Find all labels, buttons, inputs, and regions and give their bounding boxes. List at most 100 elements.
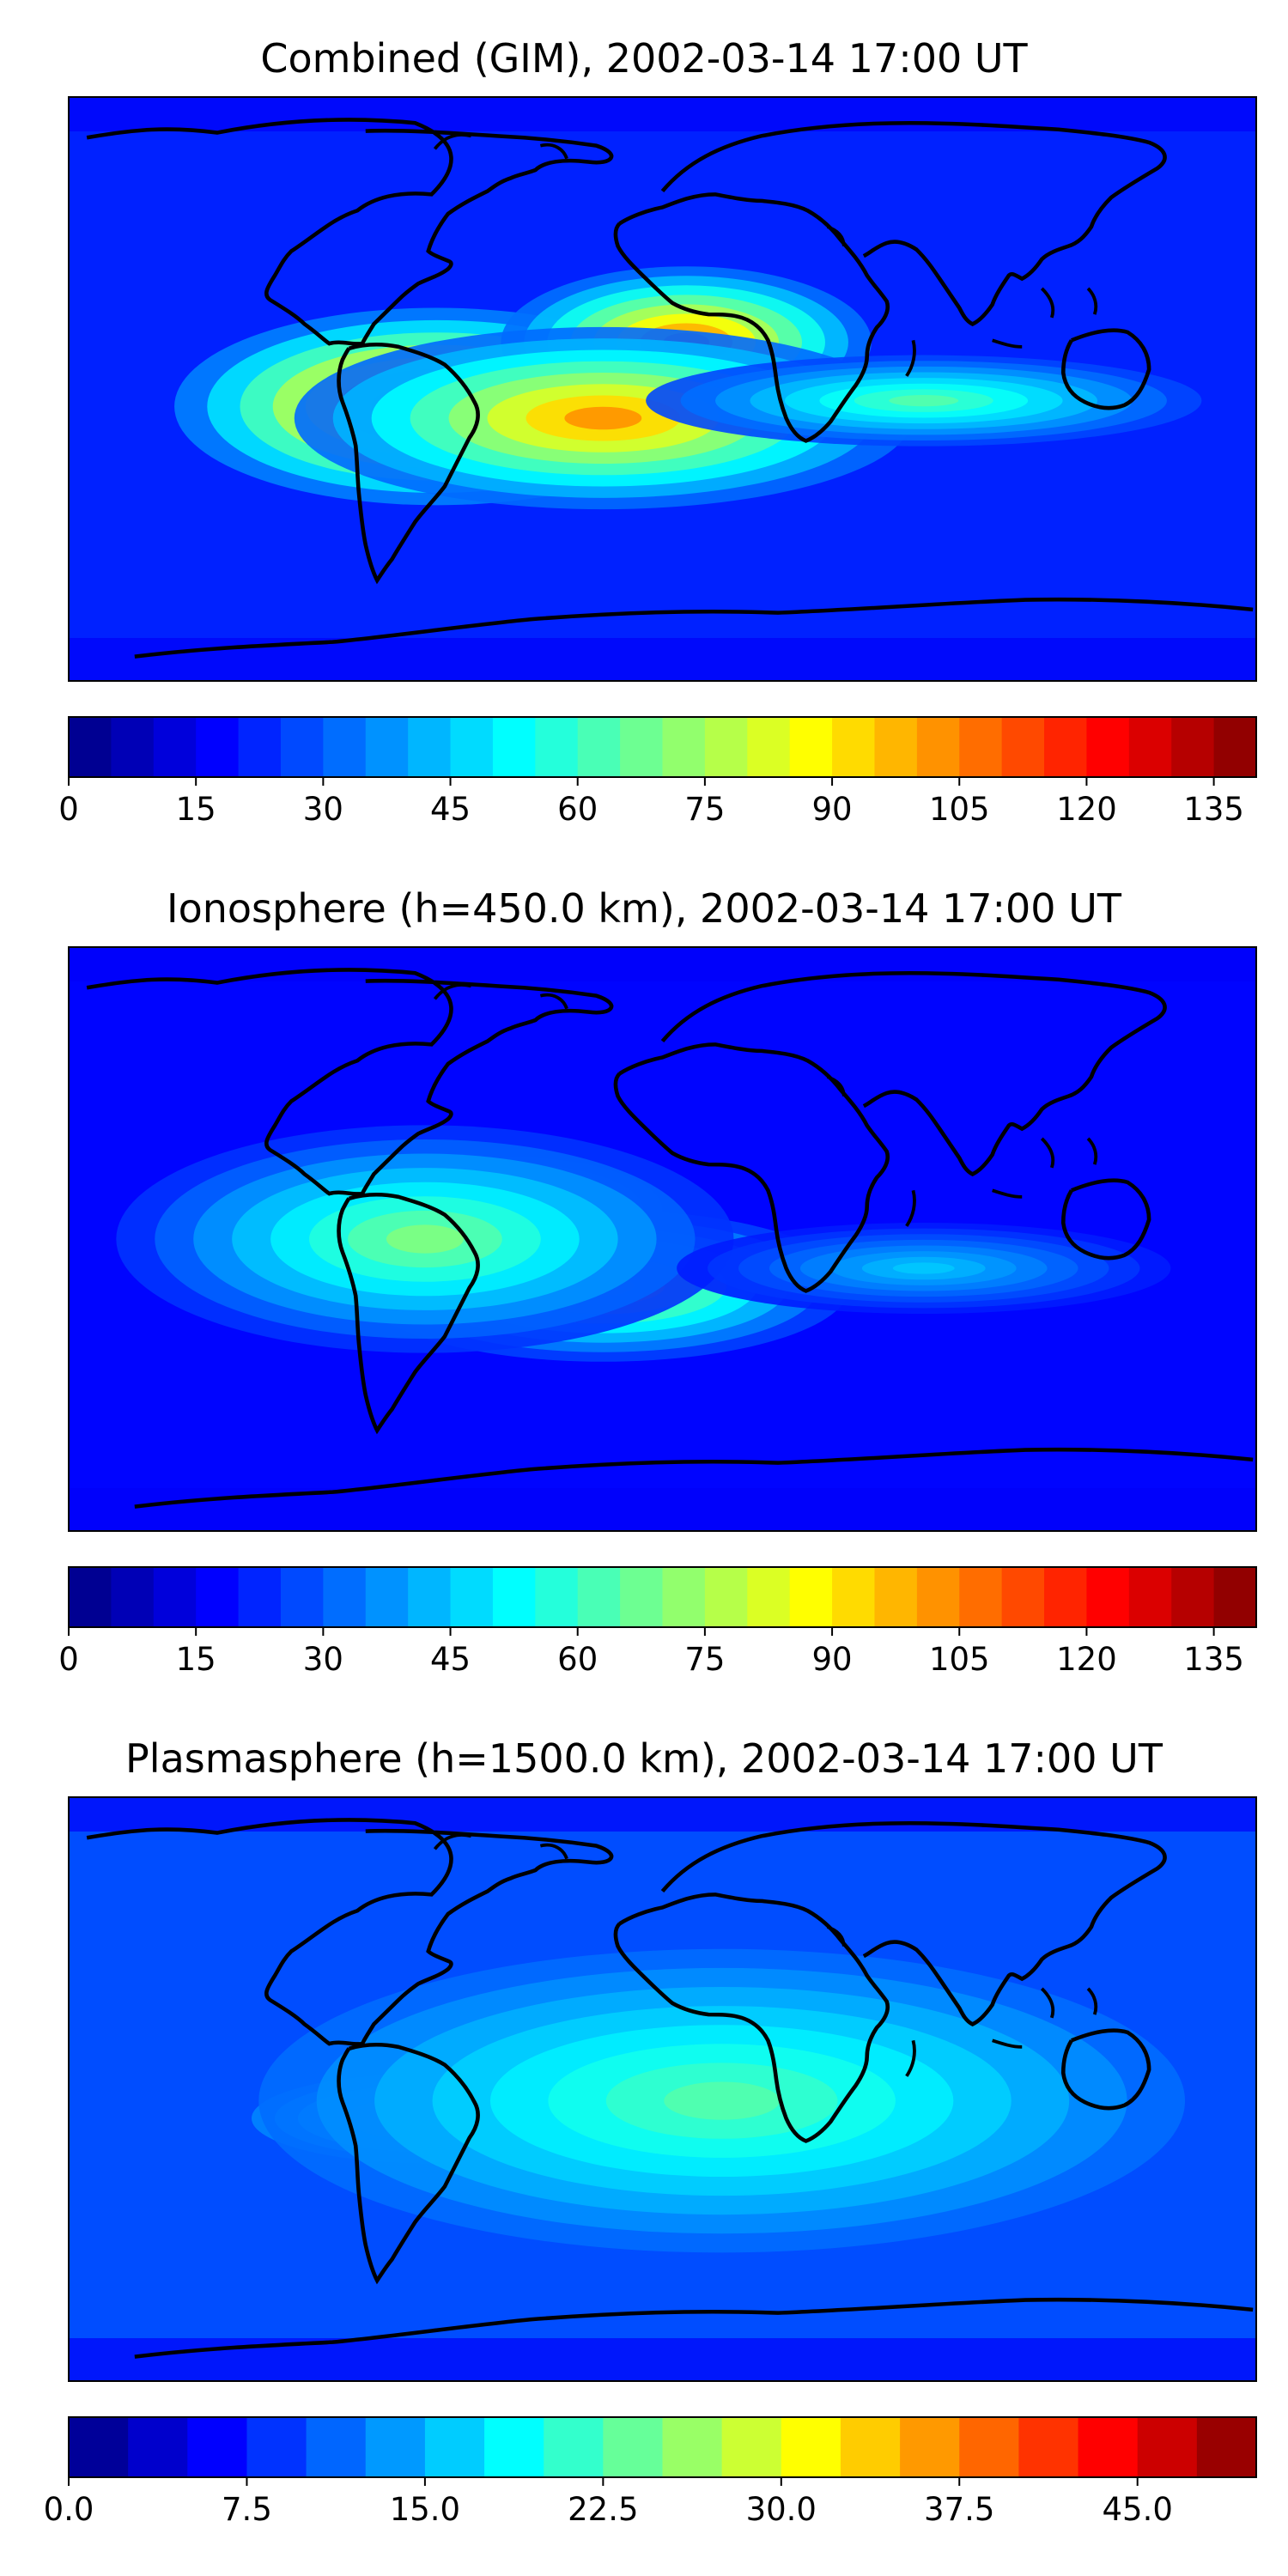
colorbar-segment <box>238 1567 282 1627</box>
colorbar-segment <box>238 717 282 777</box>
colorbar-segment <box>69 1567 112 1627</box>
colorbar-tick-label: 37.5 <box>924 2491 994 2528</box>
colorbar-segment <box>1196 2417 1257 2477</box>
colorbar-segment <box>577 1567 621 1627</box>
colorbar-segment <box>1171 1567 1215 1627</box>
colorbar-tick-label: 75 <box>684 791 725 828</box>
colorbar-tick-label: 120 <box>1056 791 1117 828</box>
colorbar-segment <box>704 717 748 777</box>
colorbar-tick-label: 15 <box>176 1641 216 1678</box>
colorbar-tick-label: 0 <box>58 791 79 828</box>
panel-title: Ionosphere (h=450.0 km), 2002-03-14 17:0… <box>167 885 1122 932</box>
panel-3: Plasmasphere (h=1500.0 km), 2002-03-14 1… <box>44 1735 1257 2528</box>
colorbar-segment <box>323 717 367 777</box>
colorbar-segment <box>1213 1567 1257 1627</box>
colorbar-segment <box>365 717 409 777</box>
colorbar-tick-label: 135 <box>1183 1641 1244 1678</box>
colorbar-segment <box>1128 717 1172 777</box>
polar-band-south <box>69 1488 1256 1531</box>
colorbar-segment <box>1086 1567 1130 1627</box>
colorbar-tick-label: 45 <box>430 791 471 828</box>
map-field <box>69 97 1256 681</box>
colorbar-segment <box>492 717 536 777</box>
colorbar-segment <box>662 1567 706 1627</box>
colorbar-segment <box>128 2417 188 2477</box>
colorbar-segment <box>69 717 112 777</box>
colorbar-segment <box>1086 717 1130 777</box>
field-contour <box>386 1224 464 1254</box>
colorbar-tick-label: 30.0 <box>746 2491 817 2528</box>
colorbar-tick-label: 7.5 <box>222 2491 272 2528</box>
colorbar-segment <box>900 2417 960 2477</box>
map-field <box>69 1797 1256 2381</box>
colorbar-segment <box>832 717 876 777</box>
field-contour <box>564 406 642 430</box>
colorbar-segment <box>1128 1567 1172 1627</box>
colorbar-segment <box>1001 717 1045 777</box>
colorbar-segment <box>577 717 621 777</box>
colorbar-segment <box>662 2417 723 2477</box>
colorbar-segment <box>492 1567 536 1627</box>
colorbar-tick-label: 120 <box>1056 1641 1117 1678</box>
colorbar-segment <box>196 1567 240 1627</box>
colorbar-segment <box>306 2417 367 2477</box>
colorbar-segment <box>544 2417 604 2477</box>
colorbar-tick-label: 30 <box>303 791 343 828</box>
colorbar-segment <box>408 1567 452 1627</box>
colorbar-tick-label: 60 <box>557 791 598 828</box>
colorbar-segment <box>959 2417 1019 2477</box>
colorbar-tick-label: 45.0 <box>1103 2491 1173 2528</box>
colorbar-segment <box>704 1567 748 1627</box>
colorbar-segment <box>280 1567 324 1627</box>
colorbar-frame <box>68 2416 1257 2478</box>
colorbar-segment <box>840 2417 901 2477</box>
colorbar-segment <box>874 717 918 777</box>
panel-2: Ionosphere (h=450.0 km), 2002-03-14 17:0… <box>58 885 1257 1678</box>
colorbar-tick-label: 135 <box>1183 791 1244 828</box>
colorbar-segment <box>365 2417 426 2477</box>
colorbar-segment <box>959 1567 1003 1627</box>
map-frame <box>68 1796 1257 2382</box>
colorbar: 0.0 7.5 15.0 22.5 30.0 37.5 45.0 <box>44 2416 1257 2528</box>
colorbar-segment <box>1044 717 1088 777</box>
map-frame <box>68 96 1257 682</box>
colorbar-segment <box>246 2417 307 2477</box>
colorbar-segment <box>916 717 960 777</box>
polar-band-south <box>69 638 1256 681</box>
colorbar-tick-label: 60 <box>557 1641 598 1678</box>
map-frame <box>68 946 1257 1532</box>
colorbar-segment <box>280 717 324 777</box>
colorbar-segment <box>620 1567 664 1627</box>
colorbar-segment <box>1044 1567 1088 1627</box>
colorbar-segment <box>603 2417 664 2477</box>
colorbar-segment <box>1213 717 1257 777</box>
colorbar-tick-label: 15 <box>176 791 216 828</box>
colorbar-segment <box>789 1567 833 1627</box>
colorbar-segment <box>916 1567 960 1627</box>
colorbar-segment <box>535 1567 579 1627</box>
colorbar-tick-label: 22.5 <box>568 2491 638 2528</box>
colorbar-segment <box>187 2417 248 2477</box>
colorbar-segment <box>1078 2417 1139 2477</box>
colorbar-segment <box>535 717 579 777</box>
colorbar-tick-label: 105 <box>929 791 990 828</box>
colorbar-tick-label: 105 <box>929 1641 990 1678</box>
panel-title: Plasmasphere (h=1500.0 km), 2002-03-14 1… <box>125 1735 1163 1782</box>
colorbar-tick-label: 75 <box>684 1641 725 1678</box>
colorbar-segment <box>196 717 240 777</box>
colorbar-segment <box>111 717 155 777</box>
map-field <box>69 947 1256 1531</box>
colorbar-segment <box>1001 1567 1045 1627</box>
colorbar-segment <box>153 717 197 777</box>
colorbar-tick-label: 15.0 <box>390 2491 460 2528</box>
colorbar-tick-label: 30 <box>303 1641 343 1678</box>
colorbar-tick-label: 45 <box>430 1641 471 1678</box>
colorbar-segment <box>424 2417 485 2477</box>
colorbar-frame <box>68 1566 1257 1628</box>
colorbar-segment <box>1137 2417 1198 2477</box>
colorbar-segment <box>1018 2417 1079 2477</box>
colorbar-segment <box>111 1567 155 1627</box>
colorbar-segment <box>1171 717 1215 777</box>
colorbar: 0 15 30 45 60 75 90 105 120 135 <box>58 716 1257 828</box>
